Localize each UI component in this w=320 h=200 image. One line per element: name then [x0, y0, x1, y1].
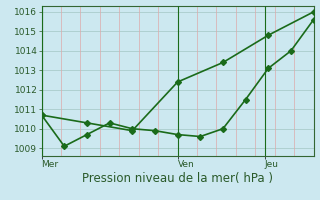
- X-axis label: Pression niveau de la mer( hPa ): Pression niveau de la mer( hPa ): [82, 172, 273, 185]
